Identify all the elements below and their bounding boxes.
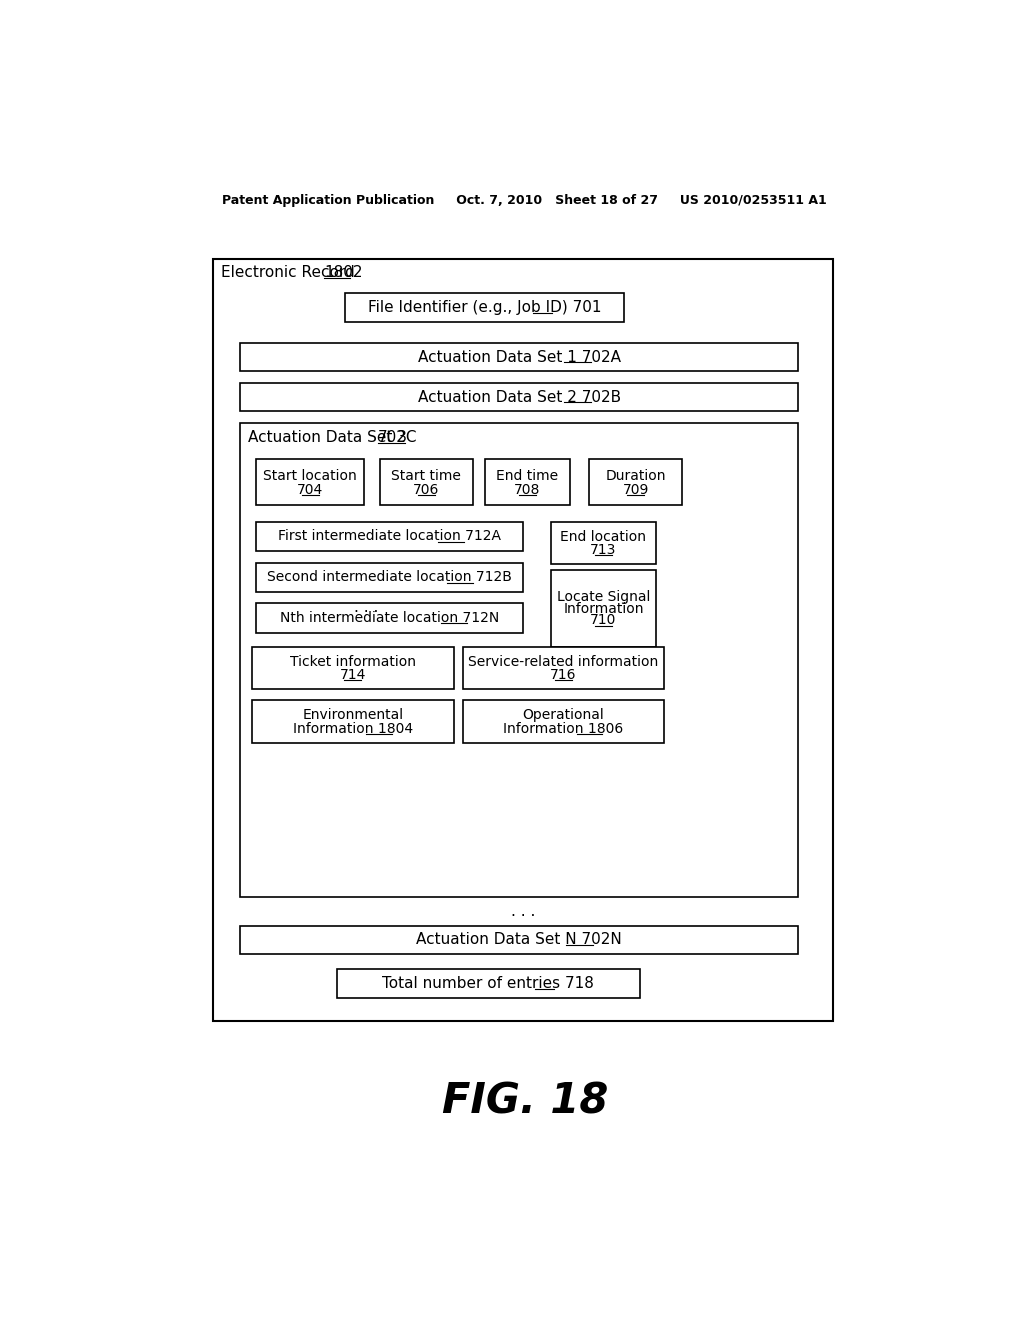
Text: 1802: 1802	[324, 265, 362, 280]
Text: 706: 706	[414, 483, 439, 496]
Text: . . .: . . .	[354, 599, 379, 615]
Text: File Identifier (e.g., Job ID) 701: File Identifier (e.g., Job ID) 701	[368, 300, 601, 315]
Text: 704: 704	[297, 483, 324, 496]
Text: Service-related information: Service-related information	[468, 655, 658, 669]
Bar	[380, 459, 473, 506]
Text: Ticket information: Ticket information	[290, 655, 416, 669]
Text: 708: 708	[514, 483, 541, 496]
Bar	[551, 521, 655, 564]
Text: Actuation Data Set N 702N: Actuation Data Set N 702N	[417, 932, 623, 948]
Text: 714: 714	[340, 668, 366, 681]
Bar	[256, 562, 523, 591]
Text: Operational: Operational	[522, 709, 604, 722]
Bar	[256, 459, 365, 506]
Bar	[589, 459, 682, 506]
Bar	[337, 969, 640, 998]
Bar	[551, 570, 655, 647]
Text: Actuation Data Set 3: Actuation Data Set 3	[248, 429, 412, 445]
Text: Actuation Data Set 1 702A: Actuation Data Set 1 702A	[418, 350, 621, 364]
Text: 709: 709	[623, 483, 649, 496]
Bar	[252, 701, 454, 743]
Text: Information 1804: Information 1804	[293, 722, 413, 735]
Text: First intermediate location 712A: First intermediate location 712A	[279, 529, 501, 544]
Text: Patent Application Publication     Oct. 7, 2010   Sheet 18 of 27     US 2010/025: Patent Application Publication Oct. 7, 2…	[222, 194, 827, 207]
Text: 702C: 702C	[378, 429, 417, 445]
Text: Duration: Duration	[605, 469, 666, 483]
Bar	[241, 424, 799, 896]
Bar	[256, 521, 523, 552]
Text: Electronic Record: Electronic Record	[221, 265, 359, 280]
Text: . . .: . . .	[511, 904, 536, 919]
Text: Locate Signal: Locate Signal	[557, 590, 650, 605]
Text: Actuation Data Set 2 702B: Actuation Data Set 2 702B	[418, 389, 621, 405]
Text: End location: End location	[560, 529, 646, 544]
Text: Start location: Start location	[263, 469, 357, 483]
Text: Start time: Start time	[391, 469, 462, 483]
Bar	[252, 647, 454, 689]
Text: Information: Information	[563, 602, 644, 616]
Text: Second intermediate location 712B: Second intermediate location 712B	[267, 570, 512, 585]
Text: Environmental: Environmental	[302, 709, 403, 722]
Text: Nth intermediate location 712N: Nth intermediate location 712N	[280, 611, 499, 626]
Bar	[241, 343, 799, 371]
Bar	[256, 603, 523, 632]
Bar	[241, 927, 799, 954]
Bar	[241, 383, 799, 411]
Bar	[345, 293, 624, 322]
Text: Total number of entries 718: Total number of entries 718	[382, 977, 594, 991]
Text: 716: 716	[550, 668, 577, 681]
Text: FIG. 18: FIG. 18	[441, 1081, 608, 1122]
Text: Information 1806: Information 1806	[504, 722, 624, 735]
Bar	[463, 701, 665, 743]
Text: 713: 713	[590, 543, 616, 557]
Bar	[213, 259, 834, 1020]
Bar	[463, 647, 665, 689]
Bar	[484, 459, 569, 506]
Text: 710: 710	[590, 614, 616, 627]
Text: End time: End time	[496, 469, 558, 483]
